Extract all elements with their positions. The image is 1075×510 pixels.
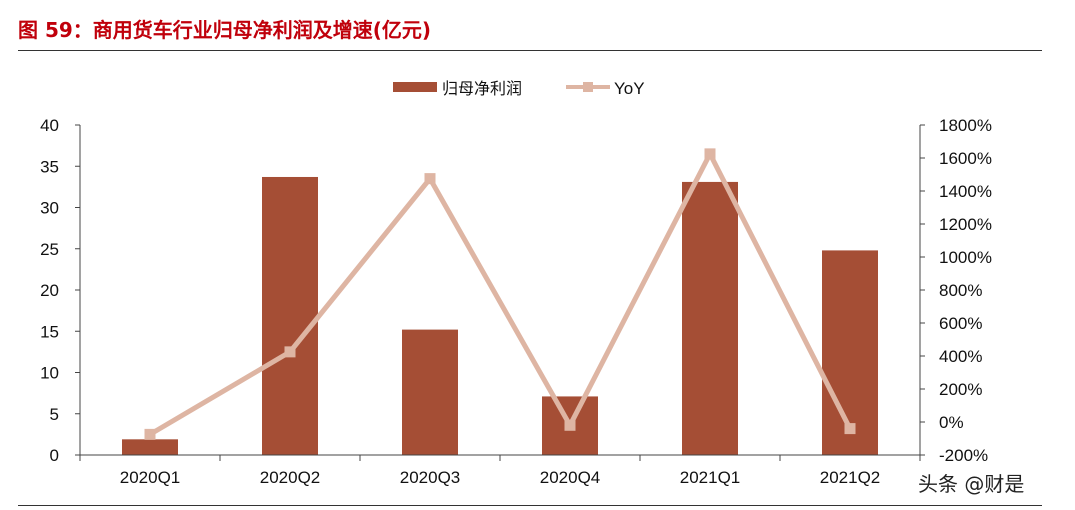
left-y-axis: 0 5 10 15 20 25 30 35 40: [40, 116, 81, 465]
right-y-axis: -200% 0% 200% 400% 600% 800% 1000% 1200% 1400% 16…: [919, 116, 992, 465]
bar-series: [122, 176, 878, 456]
x-tick-label: 2020Q2: [260, 468, 321, 487]
bar-2020Q1: [122, 439, 178, 455]
left-tick-label: 40: [40, 116, 59, 135]
yoy-line: [148, 151, 853, 437]
right-tick-label: 1200%: [939, 215, 992, 234]
yoy-marker-2020Q1: [144, 428, 156, 440]
watermark-text: 头条 @财是: [918, 472, 1025, 496]
yoy-marker-2020Q2: [284, 346, 296, 358]
legend: 归母净利润 YoY: [393, 79, 645, 98]
x-tick-label: 2020Q3: [400, 468, 461, 487]
left-tick-label: 30: [40, 199, 59, 218]
left-tick-label: 15: [40, 322, 59, 341]
left-tick-label: 10: [40, 364, 59, 383]
left-tick-label: 20: [40, 281, 59, 300]
yoy-marker-2020Q3: [424, 173, 436, 185]
right-tick-label: 1000%: [939, 248, 992, 267]
legend-line-label: YoY: [614, 79, 645, 98]
left-tick-label: 25: [40, 240, 59, 259]
left-tick-label: 5: [50, 405, 59, 424]
legend-line-marker: [583, 82, 593, 92]
yoy-marker-2021Q1: [704, 148, 716, 160]
right-tick-label: -200%: [939, 446, 988, 465]
yoy-marker-2020Q4: [564, 419, 576, 431]
figure-title: 图 59：商用货车行业归母净利润及增速(亿元): [18, 18, 432, 42]
bar-2020Q2: [262, 176, 318, 455]
right-tick-label: 200%: [939, 380, 982, 399]
bottom-divider: [18, 505, 1042, 506]
x-tick-label: 2021Q2: [820, 468, 881, 487]
right-tick-label: 600%: [939, 314, 982, 333]
bar-2020Q3: [402, 329, 458, 455]
right-tick-label: 1400%: [939, 182, 992, 201]
line-series: [144, 148, 856, 440]
bar-2021Q2: [822, 250, 878, 455]
left-tick-label: 0: [50, 446, 59, 465]
right-tick-label: 400%: [939, 347, 982, 366]
right-tick-label: 1800%: [939, 116, 992, 135]
x-tick-label: 2021Q1: [680, 468, 741, 487]
bar-2021Q1: [682, 181, 738, 456]
legend-bar-swatch: [393, 82, 437, 92]
x-tick-label: 2020Q1: [120, 468, 181, 487]
left-tick-label: 35: [40, 157, 59, 176]
right-tick-label: 0%: [939, 413, 964, 432]
x-axis: 2020Q1 2020Q2 2020Q3 2020Q4 2021Q1 2021Q2: [79, 454, 921, 487]
yoy-marker-2021Q2: [844, 423, 856, 435]
legend-bar-label: 归母净利润: [442, 79, 522, 98]
x-tick-label: 2020Q4: [540, 468, 601, 487]
title-divider: [18, 50, 1042, 51]
right-tick-label: 800%: [939, 281, 982, 300]
right-tick-label: 1600%: [939, 149, 992, 168]
